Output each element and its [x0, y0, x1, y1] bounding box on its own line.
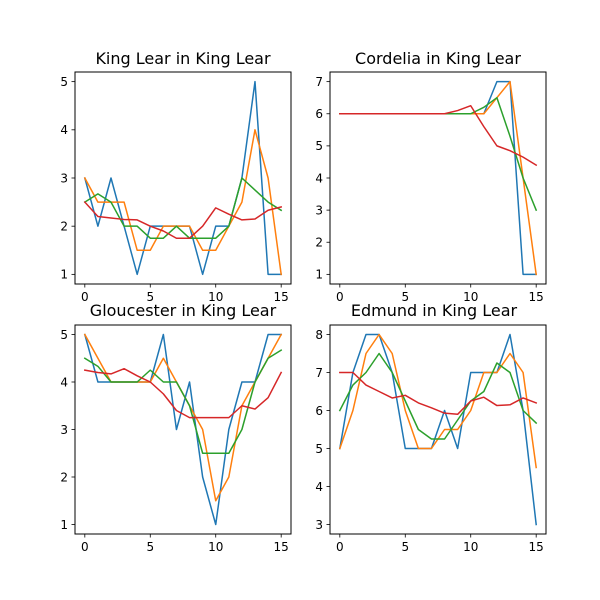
- x-tick-label: 10: [208, 540, 223, 554]
- y-tick-label: 4: [60, 375, 68, 389]
- y-tick-label: 5: [60, 328, 68, 342]
- plot-area: 0 5 10 15 1 2 3 4 5: [60, 328, 288, 554]
- plot-area: 0 5 10 15 1 2 3 4 5 6 7: [315, 75, 543, 304]
- x-tick-label: 15: [274, 540, 289, 554]
- axes-frame: [74, 324, 292, 535]
- y-tick-label: 8: [315, 328, 323, 342]
- x-tick-label: 0: [81, 290, 89, 304]
- chart-title: King Lear in King Lear: [95, 49, 271, 68]
- series-4-line: [339, 371, 538, 416]
- series-4-line: [83, 367, 283, 419]
- series-2-line: [83, 129, 283, 276]
- y-tick-label: 3: [315, 518, 323, 532]
- series-1-line: [338, 333, 538, 526]
- axes-frame: [74, 71, 292, 285]
- chart-title: Cordelia in King Lear: [355, 49, 521, 68]
- subplot-gloucester: Gloucester in King Lear 0 5 10 15 1 2 3 4 5: [60, 301, 292, 554]
- x-tick-label: 15: [529, 290, 544, 304]
- subplot-king-lear: King Lear in King Lear 0 5 10 15 1 2 3 4 5: [60, 49, 292, 304]
- y-tick-label: 2: [60, 219, 68, 233]
- y-tick-label: 4: [60, 123, 68, 137]
- y-tick-label: 2: [315, 236, 323, 250]
- plot-area: 0 5 10 15 1 2 3 4 5: [60, 75, 288, 304]
- y-tick-label: 6: [315, 107, 323, 121]
- subplot-edmund: Edmund in King Lear 0 5 10 15 3 4 5 6 7 8: [315, 301, 547, 554]
- x-tick-label: 5: [146, 290, 154, 304]
- y-tick-label: 2: [60, 470, 68, 484]
- y-tick-label: 1: [60, 518, 68, 532]
- series-4-line: [83, 201, 283, 239]
- y-tick-label: 5: [315, 139, 323, 153]
- subplot-cordelia: Cordelia in King Lear 0 5 10 15 1 2 3 4 5 6 7: [315, 49, 547, 304]
- x-tick-label: 5: [401, 290, 409, 304]
- plot-area: 0 5 10 15 3 4 5 6 7 8: [315, 328, 543, 554]
- x-tick-label: 10: [463, 290, 478, 304]
- y-tick-label: 6: [315, 404, 323, 418]
- y-tick-label: 5: [60, 75, 68, 89]
- y-tick-label: 4: [315, 480, 323, 494]
- y-tick-label: 1: [60, 268, 68, 282]
- y-tick-label: 7: [315, 75, 323, 89]
- x-tick-label: 5: [146, 540, 154, 554]
- x-tick-label: 10: [463, 540, 478, 554]
- chart-title: Gloucester in King Lear: [90, 301, 277, 320]
- x-tick-label: 15: [529, 540, 544, 554]
- y-tick-label: 4: [315, 171, 323, 185]
- y-tick-label: 7: [315, 366, 323, 380]
- x-tick-label: 10: [208, 290, 223, 304]
- axes-frame: [329, 71, 547, 285]
- x-tick-label: 0: [81, 540, 89, 554]
- y-tick-label: 3: [315, 203, 323, 217]
- y-tick-label: 3: [60, 423, 68, 437]
- axes-frame: [329, 324, 547, 535]
- x-tick-label: 15: [274, 290, 289, 304]
- series-3-line: [83, 349, 283, 454]
- y-tick-label: 3: [60, 171, 68, 185]
- x-tick-label: 0: [336, 290, 344, 304]
- series-3-line: [338, 352, 538, 440]
- x-tick-label: 0: [336, 540, 344, 554]
- chart-title: Edmund in King Lear: [351, 301, 518, 320]
- series-4-line: [339, 104, 538, 167]
- y-tick-label: 1: [315, 268, 323, 282]
- x-tick-label: 5: [401, 540, 409, 554]
- y-tick-label: 5: [315, 442, 323, 456]
- series-3-line: [83, 177, 283, 239]
